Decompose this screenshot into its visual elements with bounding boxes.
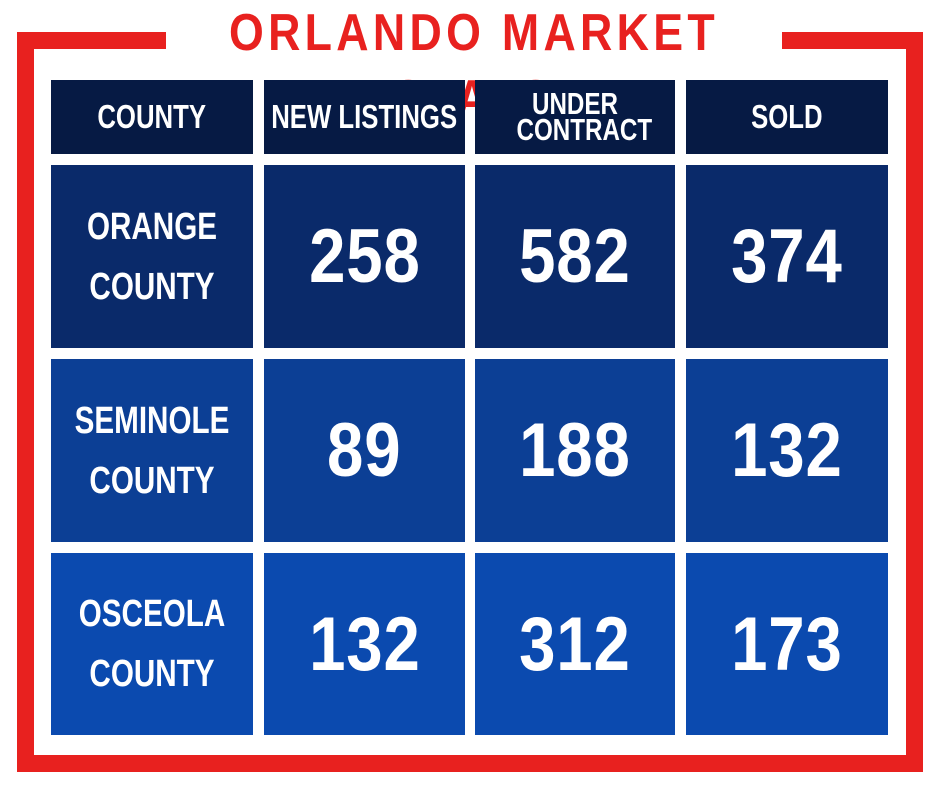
header-label-sold: SOLD xyxy=(751,98,823,135)
title-background xyxy=(166,0,782,62)
page-title: ORLANDO MARKET STATS xyxy=(229,4,719,128)
header-label-new-listings: NEW LISTINGS xyxy=(271,98,458,135)
table-cell-osceola-sold: 173 xyxy=(686,553,888,735)
value-under-contract: 582 xyxy=(519,214,631,299)
value-new-listings: 132 xyxy=(308,601,421,687)
header-label-county: COUNTY xyxy=(97,98,207,135)
table-cell-seminole-under-contract: 188 xyxy=(475,359,675,542)
table-row-osceola-county-name: OSCEOLA COUNTY xyxy=(51,553,253,735)
value-under-contract: 312 xyxy=(519,601,631,687)
header-cell-county: COUNTY xyxy=(51,80,253,154)
table-cell-osceola-under-contract: 312 xyxy=(475,553,675,735)
value-sold: 132 xyxy=(731,408,843,493)
header-cell-under-contract: UNDER CONTRACT xyxy=(475,80,675,154)
table-cell-orange-new-listings: 258 xyxy=(264,165,465,348)
value-new-listings: 89 xyxy=(327,408,402,493)
value-under-contract: 188 xyxy=(519,408,631,493)
header-cell-sold: SOLD xyxy=(686,80,888,154)
value-new-listings: 258 xyxy=(308,214,421,299)
table-cell-orange-under-contract: 582 xyxy=(475,165,675,348)
value-sold: 173 xyxy=(731,601,843,687)
table-cell-osceola-new-listings: 132 xyxy=(264,553,465,735)
table-row-orange-county-name: ORANGE COUNTY xyxy=(51,165,253,348)
table-row-seminole-county-name: SEMINOLE COUNTY xyxy=(51,359,253,542)
table-cell-seminole-new-listings: 89 xyxy=(264,359,465,542)
header-label-under-contract: UNDER CONTRACT xyxy=(516,86,653,147)
table-cell-orange-sold: 374 xyxy=(686,165,888,348)
value-sold: 374 xyxy=(731,214,843,299)
county-label: ORANGE COUNTY xyxy=(86,205,218,308)
table-cell-seminole-sold: 132 xyxy=(686,359,888,542)
county-label: OSCEOLA COUNTY xyxy=(78,593,226,695)
header-cell-new-listings: NEW LISTINGS xyxy=(264,80,465,154)
county-label: SEMINOLE COUNTY xyxy=(74,399,230,502)
